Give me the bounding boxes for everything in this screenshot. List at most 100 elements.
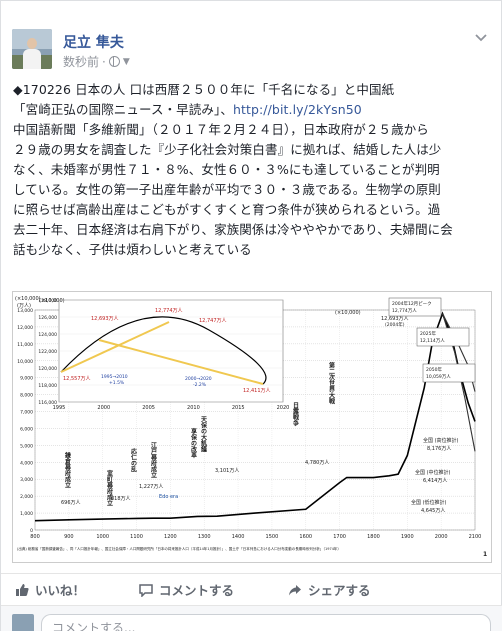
annotation-text: 2004年12月ピーク — [392, 300, 432, 307]
population-chart: 0 1,000 2,000 3,000 4,000 5,000 6,000 7,000 8,00… — [15, 296, 487, 558]
x-tick-label: 1300 — [198, 534, 211, 540]
inset-curve — [60, 316, 267, 385]
y-tick-label: 12,000 — [17, 325, 33, 331]
population-label: 696万人 — [61, 500, 81, 506]
inset-x-tick: 2010 — [187, 405, 200, 411]
inset-value-label: 12,411万人 — [243, 388, 271, 394]
inset-y-tick: 116,000 — [38, 400, 57, 406]
x-tick-label: 1400 — [232, 534, 245, 540]
y-tick-label: 5,000 — [20, 443, 33, 449]
inset-rate-label: 1995→2010 — [101, 374, 128, 380]
privacy-caret-icon[interactable]: ▼ — [122, 56, 130, 67]
source-note: (出典) 総務省「国勢調査報告」、同「人口推計年報」、国立社会保障・人口問題研究… — [17, 546, 341, 551]
chevron-down-icon[interactable] — [475, 31, 487, 45]
post-line: ２９歳の男女を調査した『少子化社会対策白書』に拠れば、結婚した人は少 — [13, 142, 442, 157]
x-tick-label: 1600 — [299, 534, 312, 540]
inset-y-tick: 128,000 — [38, 298, 57, 304]
inset-value-label: 12,557万人 — [63, 376, 91, 382]
projection-label: 全国 (低位推計) — [411, 499, 447, 506]
inset-y-tick: 118,000 — [38, 383, 57, 389]
population-label: 818万人 — [111, 496, 131, 502]
inset-arrow-up — [60, 321, 170, 373]
y-tick-label: 4,000 — [20, 460, 33, 466]
inset-y-tick: 122,000 — [38, 349, 57, 355]
inset-rate-label: 2000→2020 — [185, 376, 212, 382]
author-avatar[interactable] — [12, 29, 52, 69]
annotation-text: 2050年 — [426, 366, 442, 373]
projection-label: 8,176万人 — [427, 446, 451, 452]
y-tick-label: 7,000 — [20, 410, 33, 416]
annotation-text: 2025年 — [420, 330, 436, 337]
y-tick-label: 11,000 — [17, 342, 33, 348]
population-label: 1,227万人 — [139, 484, 163, 490]
post-line: 話も少なく、子供は煩わしいと考えている — [13, 242, 252, 257]
inset-value-label: 12,693万人 — [91, 316, 119, 322]
x-tick-label: 2100 — [469, 534, 482, 540]
inset-y-tick: 124,000 — [38, 332, 57, 338]
y-tick-label: 8,000 — [20, 393, 33, 399]
share-icon — [289, 584, 302, 595]
inset-x-tick: 1995 — [53, 405, 66, 411]
x-tick-label: 1900 — [401, 534, 414, 540]
inset-value-label: 12,774万人 — [155, 308, 183, 314]
inset-y-label: (×10,000) — [39, 298, 65, 304]
globe-icon[interactable] — [108, 56, 120, 67]
event-label: 応仁の乱 — [130, 447, 137, 473]
x-tick-label: 1800 — [367, 534, 380, 540]
y-tick-label: 10,000 — [17, 359, 33, 365]
annotation-box — [388, 297, 442, 317]
annotation-text: 10,059万人 — [426, 374, 451, 380]
post-text: ◆170226 日本の人 口は西暦２５００年に「千名になる」と中国紙 「宮崎正弘… — [13, 80, 493, 260]
x-tick-label: 1700 — [333, 534, 346, 540]
event-label: 天保の大飢饉 — [200, 416, 208, 453]
projection-label: 6,414万人 — [423, 478, 447, 484]
annotation-box — [422, 363, 476, 383]
y-axis-unit: (万人) — [17, 303, 31, 309]
event-label: 第二次世界大戦 — [328, 361, 336, 405]
comment-input[interactable]: コメントする... — [41, 614, 491, 631]
post-line: 去二十年、日本経済は右肩下がり、家族関係は冷やややかであり、夫婦間に会 — [13, 222, 453, 237]
annotation-text: 12,114万人 — [420, 338, 445, 344]
y-tick-label: 3,000 — [20, 477, 33, 483]
comment-button[interactable]: コメントする — [139, 580, 234, 599]
era-label: Edo era — [159, 494, 178, 500]
inset-x-tick: 2020 — [277, 405, 290, 411]
event-label: 鎌倉幕府成立 — [64, 451, 72, 489]
inset-y-tick: 120,000 — [38, 366, 57, 372]
projection-label: 全国 (高位推計) — [423, 437, 459, 444]
x-tick-label: 1000 — [96, 534, 109, 540]
x-tick-label: 1500 — [266, 534, 279, 540]
y-tick-label: 0 — [30, 528, 33, 534]
post-line: なく、未婚率が男性７１・８%、女性６０・３%にも達していることが判明 — [13, 162, 440, 177]
like-button[interactable]: いいね！ — [15, 580, 85, 599]
x-tick-label: 1100 — [130, 534, 143, 540]
post-link[interactable]: http://bit.ly/2kYsn50 — [232, 102, 362, 117]
share-button[interactable]: シェアする — [288, 580, 371, 599]
y-axis-label-right: (×10,000) — [335, 310, 361, 316]
inset-x-tick: 2000 — [97, 405, 110, 411]
post-timestamp[interactable]: 数秒前 — [63, 55, 100, 69]
post-line: に照らせば高齢出産はこどもがすくすくと育つ条件が狭められるという。過 — [13, 202, 441, 217]
post-line: している。女性の第一子出産年齢が平均で３０・３歳である。生物学の原則 — [13, 182, 441, 197]
peak-label: 12,693万人 — [381, 316, 409, 322]
inset-value-label: 12,747万人 — [199, 318, 227, 324]
event-label: 江戸幕府成立 — [150, 441, 158, 479]
projection-label: 4,645万人 — [421, 508, 445, 514]
event-label: 享保の改革 — [190, 427, 198, 459]
y-axis-label: (×10,000) — [15, 296, 41, 302]
series-line — [34, 311, 476, 522]
y-tick-label: 2,000 — [20, 494, 33, 500]
author-name[interactable]: 足立 隼夫 — [63, 35, 124, 51]
population-chart-image[interactable]: 0 1,000 2,000 3,000 4,000 5,000 6,000 7,000 8,00… — [12, 291, 492, 563]
post-line: 「宮崎正弘の国際ニュース・早読み」、http://bit.ly/2kYsn50 — [13, 102, 362, 117]
population-label: 3,101万人 — [215, 468, 239, 474]
y-tick-label: 13,000 — [17, 308, 33, 314]
y-tick-label: 6,000 — [20, 426, 33, 432]
annotation-text: 12,774万人 — [392, 308, 417, 314]
annotation-box — [416, 327, 470, 347]
peak-year-label: (2004年) — [385, 321, 405, 328]
viewer-avatar — [12, 614, 34, 631]
inset-rate-value: -2.2% — [193, 382, 207, 388]
page-number: 1 — [483, 551, 487, 558]
population-label: 4,780万人 — [305, 460, 329, 466]
